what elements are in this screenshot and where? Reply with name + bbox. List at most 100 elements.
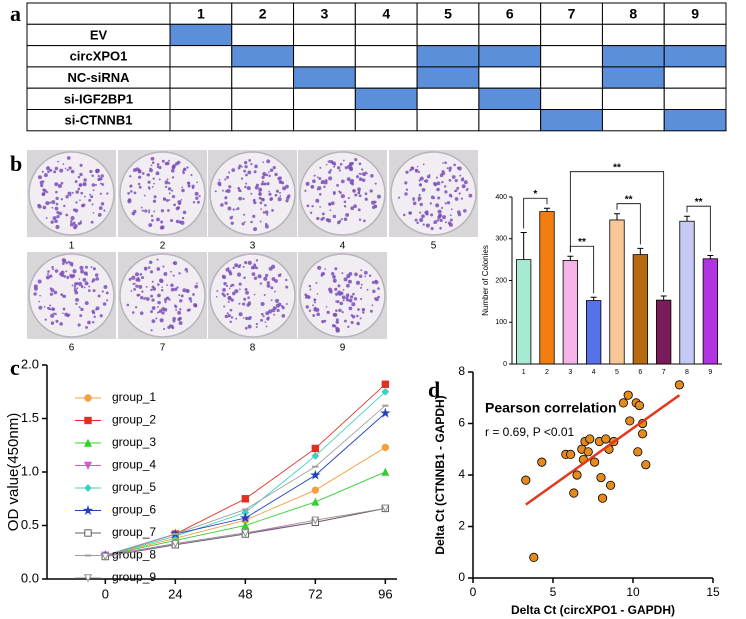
colony [198, 195, 201, 198]
colony [152, 177, 155, 180]
colony [416, 221, 419, 225]
table-cell [540, 66, 603, 89]
plate-label: 5 [431, 241, 437, 252]
error-bar [520, 231, 527, 260]
colony [42, 180, 45, 183]
colony [363, 270, 368, 275]
colony [259, 189, 263, 192]
colony [308, 309, 312, 313]
colony [466, 187, 469, 190]
colony [224, 196, 228, 200]
colony [325, 163, 328, 166]
colony [224, 178, 227, 181]
colony [148, 223, 153, 228]
colony [369, 309, 373, 313]
colony [170, 283, 174, 287]
colony [79, 220, 82, 223]
colony [446, 201, 451, 205]
colony [222, 275, 227, 280]
colony [320, 217, 324, 221]
marker [240, 512, 251, 523]
colony [181, 186, 184, 189]
colony [252, 199, 256, 202]
marker [311, 444, 320, 453]
colony [79, 163, 83, 167]
colony [265, 325, 268, 328]
colony [171, 194, 176, 199]
colony [222, 287, 226, 292]
colony [98, 212, 102, 217]
colony [275, 189, 279, 193]
colony [359, 172, 362, 175]
table-cell [663, 23, 727, 47]
marker [241, 495, 250, 503]
colony [67, 260, 71, 264]
colony [327, 218, 332, 223]
colony [95, 308, 98, 311]
colony [166, 284, 168, 286]
colony [269, 198, 273, 201]
colony [412, 199, 415, 202]
colony [38, 305, 43, 310]
colony [127, 191, 130, 195]
colony [75, 190, 80, 194]
colony [196, 282, 198, 285]
colony [91, 280, 94, 283]
colony [356, 321, 360, 326]
colony [83, 286, 86, 289]
colony [429, 202, 432, 205]
colony [44, 318, 47, 321]
colony [437, 196, 441, 200]
colony [150, 310, 154, 314]
colony [343, 277, 348, 282]
colony [348, 306, 353, 311]
colony [151, 319, 156, 324]
colony [374, 279, 378, 283]
colony [235, 317, 238, 320]
colony [178, 294, 181, 297]
colony [72, 269, 77, 274]
colony [333, 165, 336, 168]
colony [309, 211, 313, 214]
colony [94, 273, 99, 277]
colony [253, 263, 257, 267]
colony [243, 221, 246, 224]
colony [230, 221, 234, 225]
colony [450, 195, 453, 198]
colony [440, 206, 444, 210]
marker [241, 529, 250, 538]
colony [59, 168, 64, 173]
colony [463, 180, 468, 185]
colony [329, 169, 332, 172]
colony [356, 314, 359, 318]
colony [127, 199, 132, 204]
colony [148, 209, 151, 212]
colony [227, 267, 230, 270]
colony [137, 182, 141, 186]
x-tick-label: 2 [545, 369, 549, 376]
y-axis-label: OD value(450nm) [5, 413, 22, 531]
table-cell [169, 109, 233, 132]
colony [262, 211, 266, 214]
colony [444, 202, 447, 205]
colony [194, 191, 199, 196]
bar [702, 258, 718, 365]
colony [74, 282, 78, 286]
colony [99, 192, 102, 195]
y-tick-label: 200 [495, 277, 507, 284]
x-tick-label: 5 [615, 369, 619, 376]
colony [157, 305, 159, 308]
colony [91, 320, 95, 324]
colony [79, 183, 82, 187]
panel-label: a [10, 1, 21, 26]
colony [244, 260, 248, 265]
legend-label: group_2 [112, 413, 156, 427]
colony [47, 273, 49, 275]
colony [237, 166, 241, 170]
colony [274, 290, 276, 293]
colony [312, 314, 316, 317]
colony [143, 194, 146, 197]
x-tick-label: 15 [706, 585, 720, 599]
colony [43, 306, 46, 308]
colony [268, 190, 271, 193]
